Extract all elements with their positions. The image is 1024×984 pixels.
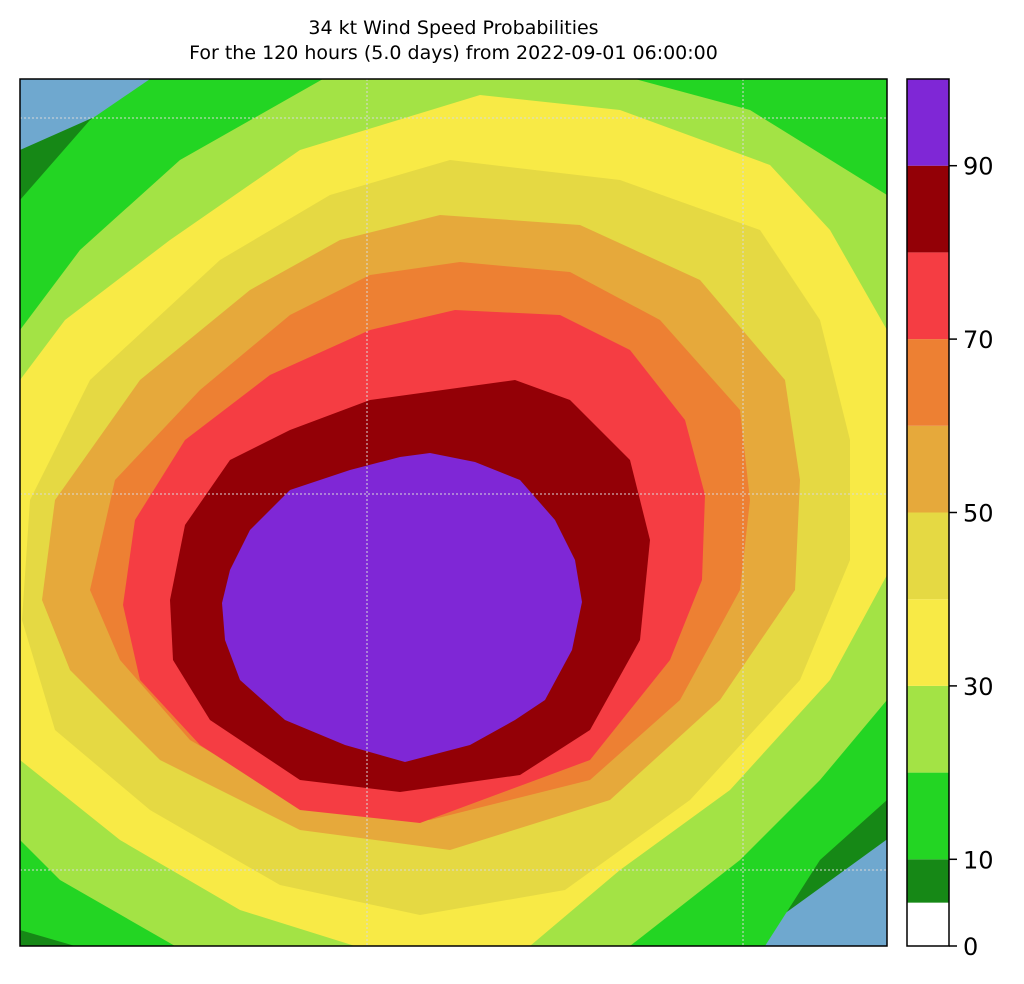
colorbar: 0 10 30 50 70 90 (906, 78, 994, 961)
colorbar-tick-label: 90 (963, 153, 994, 181)
contour-band-90-100 (222, 453, 582, 762)
chart-title: 34 kt Wind Speed Probabilities For the 1… (20, 16, 887, 66)
colorbar-tick-label: 50 (963, 500, 994, 528)
colorbar-segment (907, 252, 949, 340)
map-contours (20, 79, 887, 946)
title-line-1: 34 kt Wind Speed Probabilities (308, 17, 599, 39)
colorbar-segment (907, 512, 949, 600)
colorbar-segment (907, 79, 949, 166)
colorbar-tick-label: 10 (963, 846, 994, 874)
title-line-2: For the 120 hours (5.0 days) from 2022-0… (189, 42, 718, 64)
colorbar-segment (907, 859, 949, 903)
colorbar-segment (907, 902, 949, 946)
colorbar-segment (907, 425, 949, 513)
colorbar-segment (907, 165, 949, 253)
map-gridlines (20, 79, 887, 946)
map-frame (19, 78, 888, 947)
colorbar-segment (907, 685, 949, 773)
colorbar-tick-label: 0 (963, 933, 978, 961)
colorbar-segment (907, 599, 949, 686)
colorbar-segment (907, 772, 949, 860)
colorbar-tick-label: 70 (963, 326, 994, 354)
colorbar-tick-label: 30 (963, 673, 994, 701)
colorbar-segment (907, 339, 949, 426)
